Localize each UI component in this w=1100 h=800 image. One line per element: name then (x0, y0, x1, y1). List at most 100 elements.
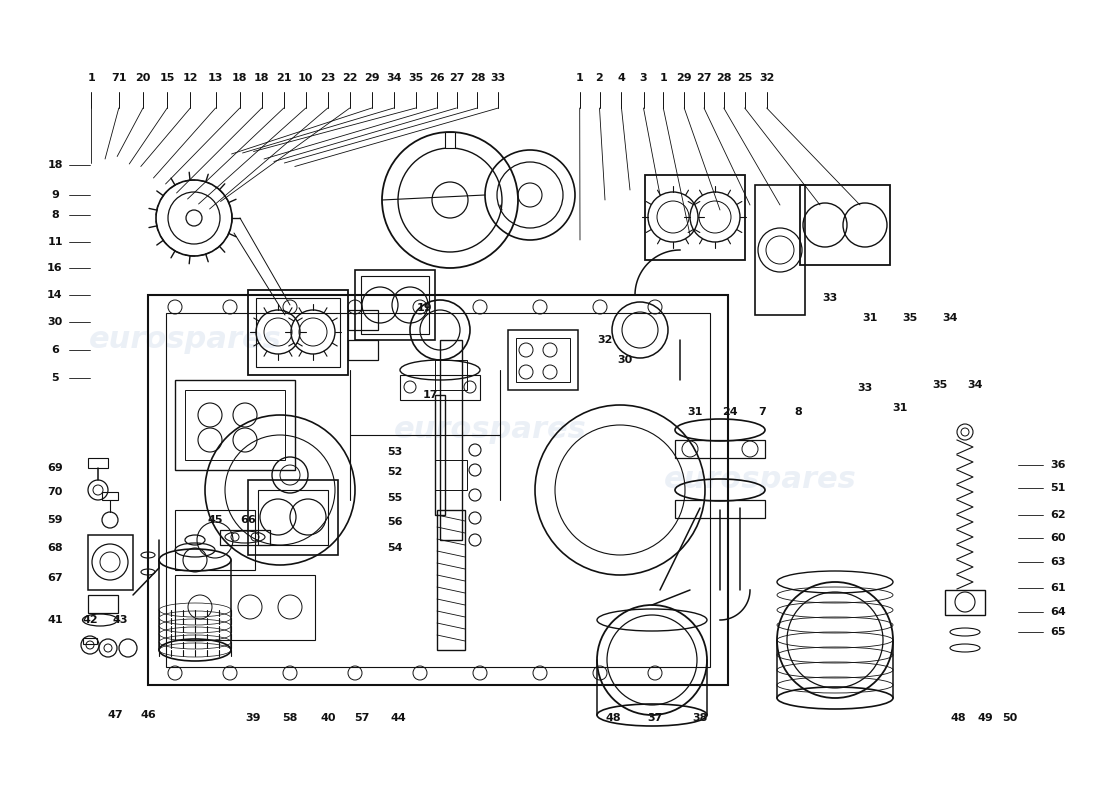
Text: 53: 53 (387, 447, 403, 457)
Bar (437, 510, 465, 650)
Bar (88, 595, 118, 613)
Bar (434, 360, 468, 390)
Text: 40: 40 (320, 713, 336, 723)
Bar (400, 375, 480, 400)
Text: 31: 31 (688, 407, 703, 417)
Bar (675, 500, 764, 518)
Text: 34: 34 (386, 73, 402, 83)
Bar (166, 313, 710, 667)
Text: 25: 25 (737, 73, 752, 83)
Text: 59: 59 (47, 515, 63, 525)
Text: 29: 29 (676, 73, 692, 83)
Text: 33: 33 (823, 293, 837, 303)
Text: 34: 34 (943, 313, 958, 323)
Text: 56: 56 (387, 517, 403, 527)
Text: 29: 29 (364, 73, 380, 83)
Text: 50: 50 (1002, 713, 1018, 723)
Bar (675, 440, 764, 458)
Bar (220, 530, 270, 545)
Text: 68: 68 (47, 543, 63, 553)
Text: 41: 41 (47, 615, 63, 625)
Bar (82, 638, 97, 644)
Text: 66: 66 (240, 515, 256, 525)
Bar (348, 340, 378, 360)
Text: 35: 35 (902, 313, 917, 323)
Bar (508, 330, 578, 390)
Text: 60: 60 (1050, 533, 1066, 543)
Bar (258, 490, 328, 545)
Text: 23: 23 (320, 73, 336, 83)
Text: 3: 3 (640, 73, 647, 83)
Bar (440, 340, 462, 540)
Text: 32: 32 (759, 73, 774, 83)
Text: 69: 69 (47, 463, 63, 473)
Text: 67: 67 (47, 573, 63, 583)
Bar (355, 270, 434, 340)
Text: 7: 7 (758, 407, 766, 417)
Text: eurospares: eurospares (89, 326, 282, 354)
Bar (434, 395, 446, 515)
Text: 5: 5 (52, 373, 58, 383)
Text: 47: 47 (107, 710, 123, 720)
Text: 55: 55 (387, 493, 403, 503)
Text: 4: 4 (617, 73, 626, 83)
Text: 17: 17 (422, 390, 438, 400)
Text: 51: 51 (1050, 483, 1066, 493)
Text: 11: 11 (47, 237, 63, 247)
Bar (88, 535, 133, 590)
Text: 27: 27 (696, 73, 712, 83)
Text: 42: 42 (82, 615, 98, 625)
Text: 27: 27 (449, 73, 464, 83)
Text: 21: 21 (276, 73, 292, 83)
Bar (256, 298, 340, 367)
Text: 1: 1 (659, 73, 668, 83)
Bar (516, 338, 570, 382)
Text: 71: 71 (111, 73, 126, 83)
Text: 48: 48 (950, 713, 966, 723)
Bar (434, 460, 468, 490)
Text: 28: 28 (716, 73, 732, 83)
Bar (102, 492, 118, 500)
Bar (148, 295, 728, 685)
Text: 8: 8 (51, 210, 59, 220)
Text: 35: 35 (933, 380, 947, 390)
Text: 38: 38 (692, 713, 707, 723)
Text: 37: 37 (647, 713, 662, 723)
Text: 62: 62 (1050, 510, 1066, 520)
Text: 24: 24 (723, 407, 738, 417)
Text: 28: 28 (470, 73, 485, 83)
Text: 54: 54 (387, 543, 403, 553)
Text: 39: 39 (245, 713, 261, 723)
Bar (185, 390, 285, 460)
Text: 16: 16 (47, 263, 63, 273)
Bar (361, 276, 429, 334)
Text: 18: 18 (232, 73, 248, 83)
Text: 58: 58 (283, 713, 298, 723)
Bar (945, 590, 984, 615)
Text: 33: 33 (857, 383, 872, 393)
Bar (175, 510, 255, 570)
Text: 1: 1 (575, 73, 584, 83)
Text: 34: 34 (967, 380, 982, 390)
Text: eurospares: eurospares (663, 466, 857, 494)
Text: 65: 65 (1050, 627, 1066, 637)
Text: 49: 49 (977, 713, 993, 723)
Text: 31: 31 (892, 403, 907, 413)
Text: 31: 31 (862, 313, 878, 323)
Text: 46: 46 (140, 710, 156, 720)
Text: eurospares: eurospares (394, 415, 586, 445)
Bar (248, 290, 348, 375)
Text: 12: 12 (183, 73, 198, 83)
Bar (446, 132, 455, 148)
Text: 48: 48 (605, 713, 620, 723)
Text: 57: 57 (354, 713, 370, 723)
Text: 30: 30 (47, 317, 63, 327)
Bar (175, 575, 315, 640)
Text: 1: 1 (87, 73, 96, 83)
Bar (88, 458, 108, 468)
Text: 33: 33 (491, 73, 506, 83)
Text: 15: 15 (160, 73, 175, 83)
Text: 64: 64 (1050, 607, 1066, 617)
Text: 6: 6 (51, 345, 59, 355)
Bar (175, 380, 295, 470)
